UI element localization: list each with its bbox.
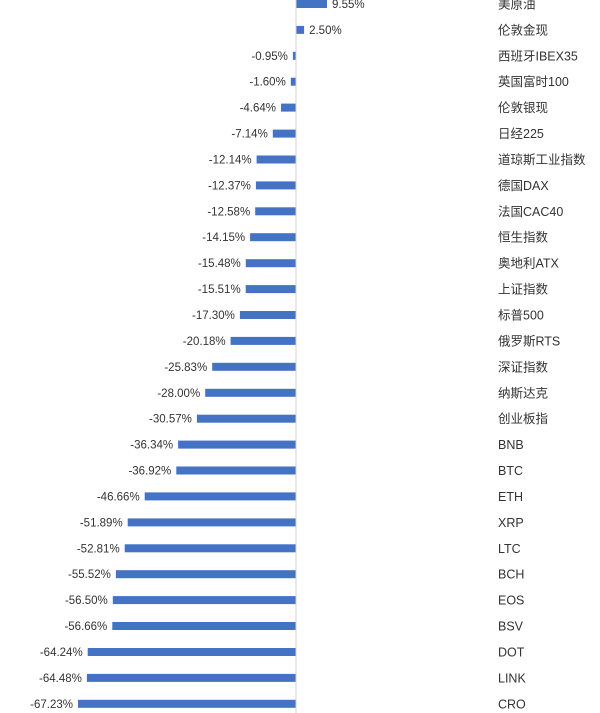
value-label-15: -28.00% <box>157 388 200 400</box>
category-label-8: 法国CAC40 <box>498 205 563 219</box>
category-label-25: DOT <box>498 646 525 660</box>
bar-11 <box>245 285 296 294</box>
category-label-2: 西班牙IBEX35 <box>498 49 578 63</box>
category-label-26: LINK <box>498 671 526 685</box>
category-label-6: 道琼斯工业指数 <box>498 152 586 167</box>
category-label-10: 奥地利ATX <box>498 257 560 271</box>
value-label-22: -55.52% <box>68 569 111 581</box>
category-label-1: 伦敦金现 <box>498 22 548 37</box>
bar-20 <box>127 518 296 527</box>
value-label-1: 2.50% <box>309 25 342 37</box>
value-label-4: -4.64% <box>240 103 276 115</box>
value-label-6: -12.14% <box>209 155 252 167</box>
bar-19 <box>144 492 296 501</box>
bar-13 <box>230 336 296 345</box>
value-label-23: -56.50% <box>65 595 108 607</box>
category-label-23: EOS <box>498 594 524 608</box>
value-labels-group: 9.55% 2.50% -0.95% -1.60% -4.64% -7.14% -12.14… <box>30 0 364 711</box>
bar-23 <box>112 596 296 605</box>
category-label-17: BNB <box>498 438 524 452</box>
category-label-13: 俄罗斯RTS <box>498 334 560 348</box>
bar-22 <box>115 570 297 579</box>
bar-15 <box>205 388 296 397</box>
category-label-11: 上证指数 <box>498 282 549 297</box>
category-label-7: 德国DAX <box>498 178 549 193</box>
category-label-4: 伦敦银现 <box>498 100 548 115</box>
bar-8 <box>255 207 296 216</box>
value-label-2: -0.95% <box>251 51 287 63</box>
value-label-19: -46.66% <box>97 491 140 503</box>
value-label-24: -56.66% <box>64 621 107 633</box>
bar-26 <box>86 673 297 682</box>
value-label-21: -52.81% <box>77 543 120 555</box>
bar-24 <box>112 622 296 630</box>
bar-10 <box>245 259 296 268</box>
value-label-12: -17.30% <box>192 310 235 322</box>
bar-14 <box>212 362 296 371</box>
category-label-5: 日经225 <box>498 127 544 141</box>
category-label-3: 英国富时100 <box>498 74 569 89</box>
value-label-10: -15.48% <box>198 258 241 270</box>
bar-16 <box>196 414 296 423</box>
category-label-24: BSV <box>498 620 524 634</box>
bar-5 <box>272 129 296 138</box>
category-label-19: ETH <box>498 490 523 504</box>
value-label-5: -7.14% <box>231 129 267 141</box>
value-label-7: -12.37% <box>208 180 251 192</box>
bar-4 <box>281 103 296 112</box>
value-label-27: -67.23% <box>30 699 73 711</box>
value-label-18: -36.92% <box>128 466 171 478</box>
bar-12 <box>239 311 296 319</box>
bar-6 <box>256 155 296 164</box>
category-label-0: 美原油 <box>498 0 536 12</box>
bar-3 <box>290 77 296 86</box>
category-label-27: CRO <box>498 697 526 711</box>
bar-0 <box>296 0 327 8</box>
value-label-20: -51.89% <box>80 517 123 529</box>
value-label-9: -14.15% <box>202 232 245 244</box>
bar-27 <box>78 699 296 708</box>
value-label-14: -25.83% <box>164 362 207 374</box>
category-label-12: 标普500 <box>498 309 544 323</box>
category-label-16: 创业板指 <box>498 411 548 426</box>
value-label-11: -15.51% <box>198 284 241 296</box>
value-label-0: 9.55% <box>332 0 365 11</box>
value-label-26: -64.48% <box>39 673 82 685</box>
value-label-13: -20.18% <box>183 336 226 348</box>
bar-25 <box>87 648 296 656</box>
category-label-18: BTC <box>498 464 523 478</box>
bar-7 <box>255 181 296 190</box>
value-label-16: -30.57% <box>149 414 192 426</box>
category-label-9: 恒生指数 <box>498 230 549 245</box>
value-label-8: -12.58% <box>207 206 250 218</box>
bar-1 <box>296 25 305 34</box>
category-label-20: XRP <box>498 516 524 530</box>
value-label-25: -64.24% <box>40 647 83 659</box>
value-label-17: -36.34% <box>130 440 173 452</box>
value-label-3: -1.60% <box>249 77 285 89</box>
bars-group <box>78 0 327 708</box>
category-label-15: 纳斯达克 <box>498 386 548 400</box>
bar-18 <box>176 466 296 475</box>
bar-21 <box>124 544 296 553</box>
category-label-14: 深证指数 <box>498 359 549 374</box>
bar-2 <box>292 51 296 60</box>
bar-9 <box>250 233 296 242</box>
bar-17 <box>178 440 296 449</box>
category-label-22: BCH <box>498 568 524 582</box>
category-label-21: LTC <box>498 542 521 556</box>
